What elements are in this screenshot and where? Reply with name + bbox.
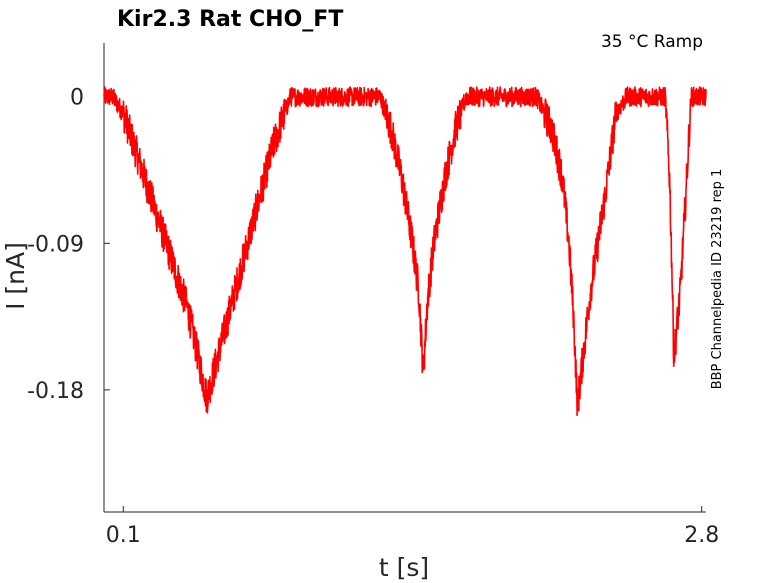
current-trace-series [103, 86, 707, 417]
current-trace-line [103, 86, 707, 417]
y-tick-label: -0.09 [27, 232, 84, 257]
y-tick-label: -0.18 [27, 379, 84, 404]
x-tick-labels: 0.1 2.8 [106, 523, 719, 548]
y-axis-label: I [nA] [1, 242, 30, 310]
x-tick-label: 0.1 [106, 523, 141, 548]
x-axis-label: t [s] [379, 553, 429, 582]
x-tick-label: 2.8 [684, 523, 719, 548]
y-tick-label: 0 [70, 86, 84, 111]
y-tick-labels: 0 -0.09 -0.18 [27, 86, 84, 404]
source-id-label: BBP Channelpedia ID 23219 rep 1 [710, 169, 725, 390]
condition-annotation: 35 °C Ramp [601, 32, 703, 52]
chart-title: Kir2.3 Rat CHO_FT [117, 7, 343, 32]
